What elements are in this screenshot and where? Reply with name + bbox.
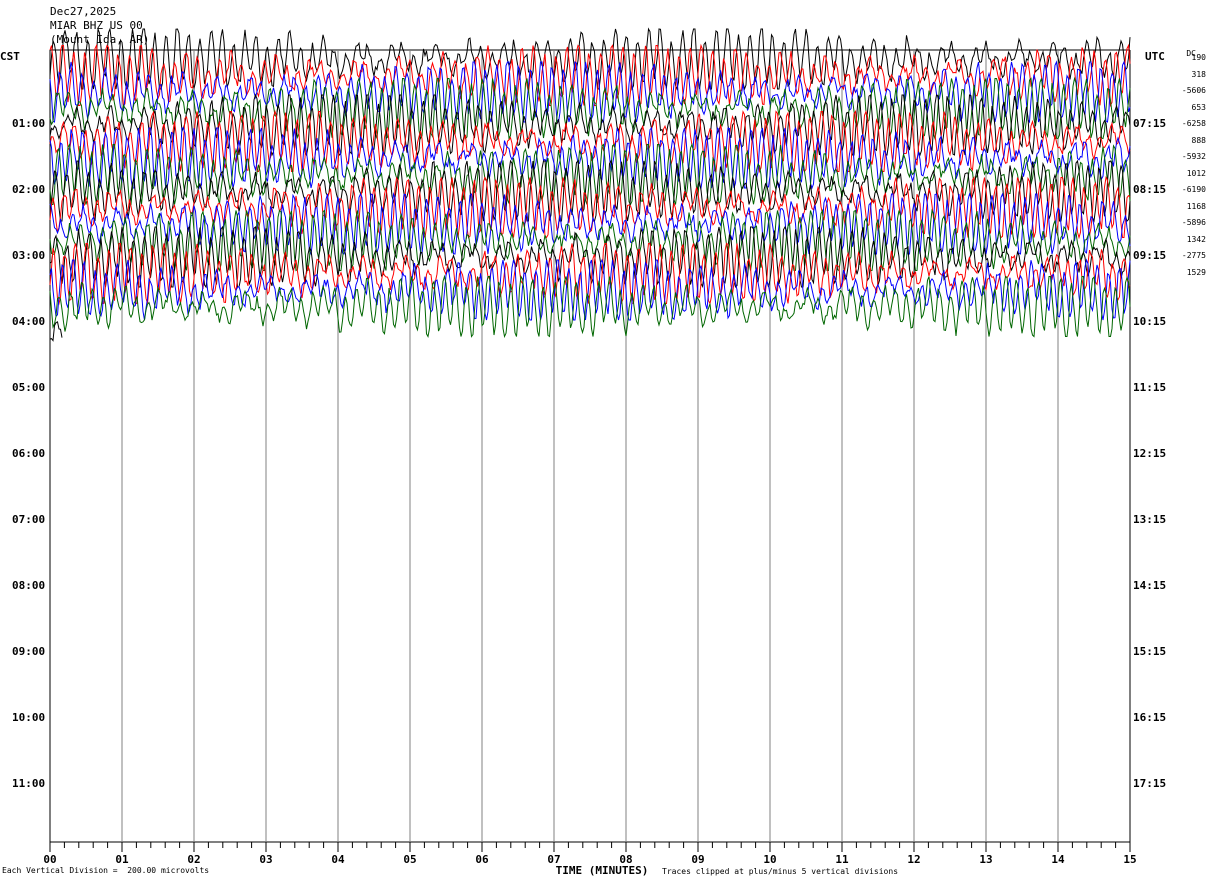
dc-offset-value: -6258 [1181, 119, 1206, 128]
dc-offset-value: -5606 [1181, 86, 1206, 95]
right-time-label: 14:15 [1133, 579, 1167, 592]
left-time-label: 08:00 [12, 579, 46, 592]
right-time-label: 17:15 [1133, 777, 1167, 790]
seismic-trace [49, 242, 1131, 306]
right-time-label: 16:15 [1133, 711, 1167, 724]
seismic-trace [49, 93, 1131, 157]
right-time-label: 07:15 [1133, 117, 1167, 130]
dc-offset-value: 1168 [1186, 201, 1206, 211]
x-tick-label: 08 [619, 853, 633, 866]
dc-offset-value: 1342 [1186, 234, 1206, 244]
right-time-label: 15:15 [1133, 645, 1167, 658]
dc-label: DC [1186, 49, 1196, 58]
dc-offset-value: 1012 [1186, 168, 1206, 178]
dc-offset-value: -5932 [1181, 152, 1206, 161]
right-time-label: 11:15 [1133, 381, 1167, 394]
dc-offset-value: 318 [1191, 69, 1206, 79]
left-time-label: 07:00 [12, 513, 46, 526]
dc-offset-value: -5896 [1181, 218, 1206, 227]
seismic-trace [49, 43, 1131, 108]
x-tick-label: 14 [1051, 853, 1065, 866]
x-tick-label: 13 [979, 853, 993, 866]
left-time-label: 10:00 [12, 711, 46, 724]
right-time-label: 13:15 [1133, 513, 1167, 526]
right-timezone-label: UTC [1145, 50, 1165, 63]
header-station: MIAR BHZ US 00 [50, 19, 143, 32]
dc-offset-value: 653 [1191, 102, 1206, 112]
x-tick-label: 11 [835, 853, 849, 866]
dc-offset-value: 888 [1191, 135, 1206, 145]
left-time-label: 01:00 [12, 117, 46, 130]
x-tick-label: 05 [403, 853, 417, 866]
left-time-label: 09:00 [12, 645, 46, 658]
seismic-trace [49, 159, 1131, 223]
dc-offset-value: -6190 [1181, 185, 1206, 194]
x-tick-label: 07 [547, 853, 561, 866]
seismic-trace [49, 109, 1131, 174]
x-tick-label: 00 [43, 853, 57, 866]
right-time-label: 09:15 [1133, 249, 1167, 262]
seismic-trace [49, 321, 63, 342]
x-tick-label: 06 [475, 853, 489, 866]
header-date: Dec27,2025 [50, 5, 117, 18]
dc-offset-value: 190 [1191, 53, 1206, 62]
x-tick-label: 12 [907, 853, 921, 866]
x-tick-label: 15 [1123, 853, 1137, 866]
right-time-label: 10:15 [1133, 315, 1167, 328]
left-time-label: 02:00 [12, 183, 46, 196]
seismic-trace [49, 258, 1131, 321]
seismic-trace [49, 208, 1131, 273]
left-time-label: 06:00 [12, 447, 46, 460]
clip-note: Traces clipped at plus/minus 5 vertical … [662, 867, 899, 876]
left-time-label: 03:00 [12, 249, 46, 262]
x-axis-title: TIME (MINUTES) [555, 864, 649, 877]
left-time-label: 04:00 [12, 315, 46, 328]
x-tick-label: 09 [691, 853, 705, 866]
dc-offset-value: -2775 [1181, 251, 1206, 260]
seismic-trace [49, 274, 1131, 339]
x-tick-label: 03 [259, 853, 273, 866]
right-time-label: 08:15 [1133, 183, 1167, 196]
seismic-trace [49, 192, 1131, 256]
x-tick-label: 10 [763, 853, 777, 866]
scale-note: Each Vertical Division = 200.00 microvol… [2, 866, 210, 875]
dc-offset-value: 1529 [1186, 267, 1206, 277]
left-timezone-label: CST [0, 50, 20, 63]
right-time-label: 12:15 [1133, 447, 1167, 460]
seismic-trace [49, 60, 1131, 124]
left-time-label: 05:00 [12, 381, 46, 394]
x-tick-label: 02 [187, 853, 201, 866]
left-time-label: 11:00 [12, 777, 46, 790]
x-tick-label: 01 [115, 853, 129, 866]
x-tick-label: 04 [331, 853, 345, 866]
